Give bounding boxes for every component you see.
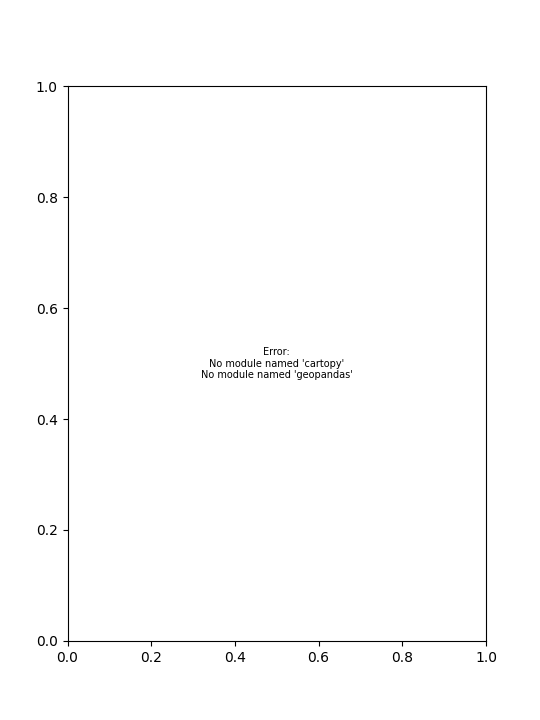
Text: Error:
No module named 'cartopy'
No module named 'geopandas': Error: No module named 'cartopy' No modu… bbox=[201, 347, 353, 380]
